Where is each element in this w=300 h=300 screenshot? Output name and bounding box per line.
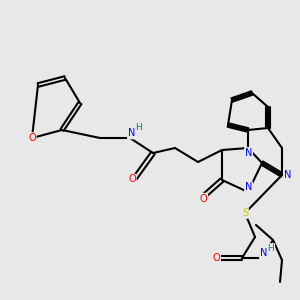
Text: H: H — [268, 244, 274, 253]
Text: H: H — [136, 123, 142, 132]
Text: O: O — [213, 253, 220, 263]
Text: O: O — [128, 175, 136, 184]
Text: S: S — [242, 208, 248, 218]
Text: N: N — [245, 182, 252, 192]
Text: N: N — [245, 148, 252, 158]
Text: O: O — [200, 194, 207, 204]
Text: N: N — [284, 170, 291, 180]
Text: O: O — [28, 133, 36, 143]
Text: N: N — [128, 128, 135, 139]
Text: N: N — [260, 248, 267, 259]
